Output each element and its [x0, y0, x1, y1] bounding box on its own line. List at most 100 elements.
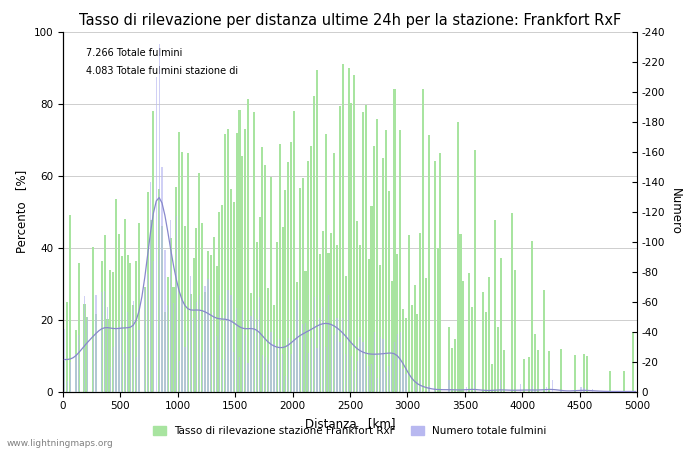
Bar — [144, 287, 146, 392]
Bar — [371, 364, 372, 392]
Bar — [64, 361, 66, 392]
Bar — [328, 295, 329, 392]
Bar — [210, 347, 211, 392]
Bar — [368, 259, 370, 392]
Bar — [121, 295, 122, 392]
Bar — [158, 44, 160, 392]
Bar — [135, 261, 137, 392]
Bar — [190, 293, 192, 392]
Bar — [333, 153, 335, 392]
Bar — [69, 362, 71, 392]
Legend: Tasso di rilevazione stazione Frankfort RxF, Numero totale fulmini: Tasso di rilevazione stazione Frankfort … — [149, 422, 551, 440]
Bar — [330, 325, 332, 392]
Bar — [574, 356, 576, 392]
Bar — [462, 281, 464, 392]
Bar — [542, 290, 545, 392]
Bar — [311, 338, 312, 392]
Bar — [244, 129, 246, 392]
Bar — [425, 278, 427, 392]
Bar — [448, 327, 450, 392]
Bar — [284, 190, 286, 392]
Bar — [334, 335, 335, 392]
Bar — [322, 307, 323, 392]
Bar — [354, 371, 355, 392]
Bar — [416, 314, 419, 392]
Bar — [216, 266, 218, 392]
Bar — [146, 192, 148, 392]
Bar — [379, 265, 382, 392]
Bar — [178, 361, 180, 392]
Bar — [95, 314, 97, 392]
Bar — [270, 177, 272, 392]
Bar — [365, 105, 367, 392]
Bar — [138, 223, 140, 392]
Bar — [580, 387, 582, 392]
Bar — [273, 305, 275, 392]
Bar — [374, 333, 375, 392]
Bar — [296, 282, 298, 392]
Bar — [273, 343, 274, 392]
Bar — [118, 234, 120, 392]
Bar — [239, 357, 240, 392]
Bar — [454, 339, 456, 392]
Bar — [228, 290, 229, 392]
Title: Tasso di rilevazione per distanza ultime 24h per la stazione: Frankfort RxF: Tasso di rilevazione per distanza ultime… — [79, 13, 621, 27]
Bar — [373, 146, 375, 392]
Bar — [302, 324, 303, 392]
Bar — [422, 89, 424, 392]
Bar — [583, 388, 584, 392]
Bar — [92, 338, 94, 392]
Bar — [213, 237, 215, 392]
Bar — [316, 348, 318, 392]
Bar — [356, 361, 358, 392]
Bar — [482, 292, 484, 392]
Bar — [290, 142, 292, 392]
Bar — [299, 188, 301, 392]
Bar — [133, 301, 134, 392]
Bar — [528, 356, 531, 392]
Bar — [184, 226, 186, 392]
Bar — [222, 359, 223, 392]
Bar — [433, 161, 435, 392]
Bar — [253, 310, 255, 392]
Bar — [265, 357, 266, 392]
Bar — [225, 315, 226, 392]
Bar — [224, 134, 226, 392]
Bar — [586, 356, 588, 392]
Bar — [344, 276, 346, 392]
Bar — [170, 220, 172, 392]
Bar — [288, 338, 289, 392]
Bar — [267, 288, 270, 392]
Bar — [382, 158, 384, 392]
Bar — [101, 261, 103, 392]
Bar — [172, 288, 174, 392]
Bar — [279, 338, 280, 392]
Bar — [104, 235, 106, 392]
Bar — [127, 255, 129, 392]
Bar — [376, 119, 378, 392]
Bar — [437, 248, 439, 392]
Bar — [118, 327, 120, 392]
Bar — [101, 292, 102, 392]
Bar — [336, 245, 338, 392]
Bar — [121, 256, 123, 392]
Bar — [178, 132, 181, 392]
Bar — [420, 380, 421, 392]
Bar — [236, 308, 237, 392]
Bar — [414, 384, 415, 392]
Bar — [459, 234, 461, 392]
Bar — [104, 292, 105, 392]
Bar — [434, 387, 435, 392]
Bar — [176, 216, 177, 392]
Bar — [423, 391, 424, 392]
Bar — [365, 359, 366, 392]
Bar — [583, 354, 585, 392]
Bar — [241, 310, 243, 392]
Bar — [405, 318, 407, 392]
Bar — [153, 261, 154, 392]
Bar — [293, 111, 295, 392]
Bar — [287, 162, 289, 392]
Bar — [87, 317, 88, 392]
Bar — [347, 68, 349, 392]
Bar — [230, 189, 232, 392]
